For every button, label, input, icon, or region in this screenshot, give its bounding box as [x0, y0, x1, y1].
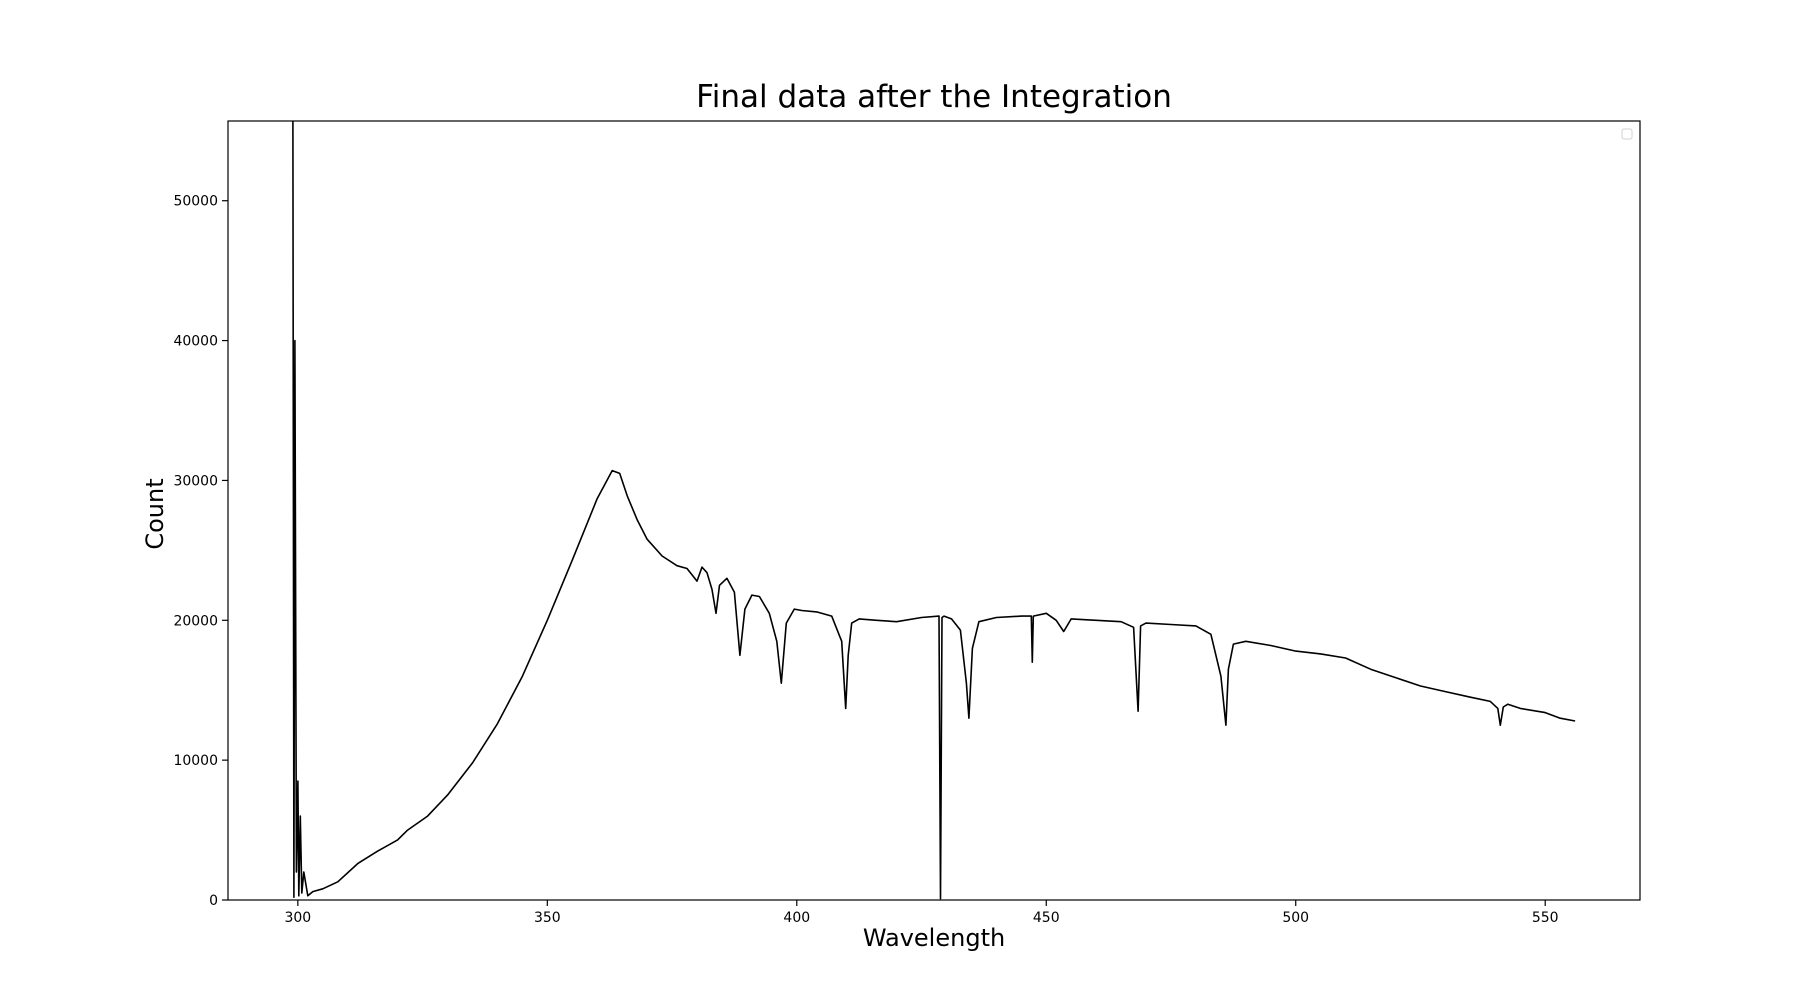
y-tick-label: 50000: [173, 194, 218, 210]
legend-box: [1621, 128, 1633, 140]
x-tick-label: 350: [534, 910, 561, 926]
y-axis-label: Count: [141, 478, 169, 550]
series-line: [292, 120, 1576, 900]
x-tick-label: 450: [1033, 910, 1060, 926]
x-axis-label: Wavelength: [862, 924, 1006, 952]
chart-title: Final data after the Integration: [696, 79, 1172, 115]
x-tick-label: 400: [783, 910, 810, 926]
y-tick-label: 10000: [173, 753, 218, 769]
y-tick-label: 20000: [173, 613, 218, 629]
x-tick-label: 300: [284, 910, 311, 926]
y-tick-label: 0: [209, 893, 218, 909]
plot-frame: [227, 120, 1641, 901]
x-tick-label: 500: [1282, 910, 1309, 926]
y-tick-label: 30000: [173, 473, 218, 489]
y-tick-label: 40000: [173, 334, 218, 350]
x-tick-label: 550: [1532, 910, 1559, 926]
